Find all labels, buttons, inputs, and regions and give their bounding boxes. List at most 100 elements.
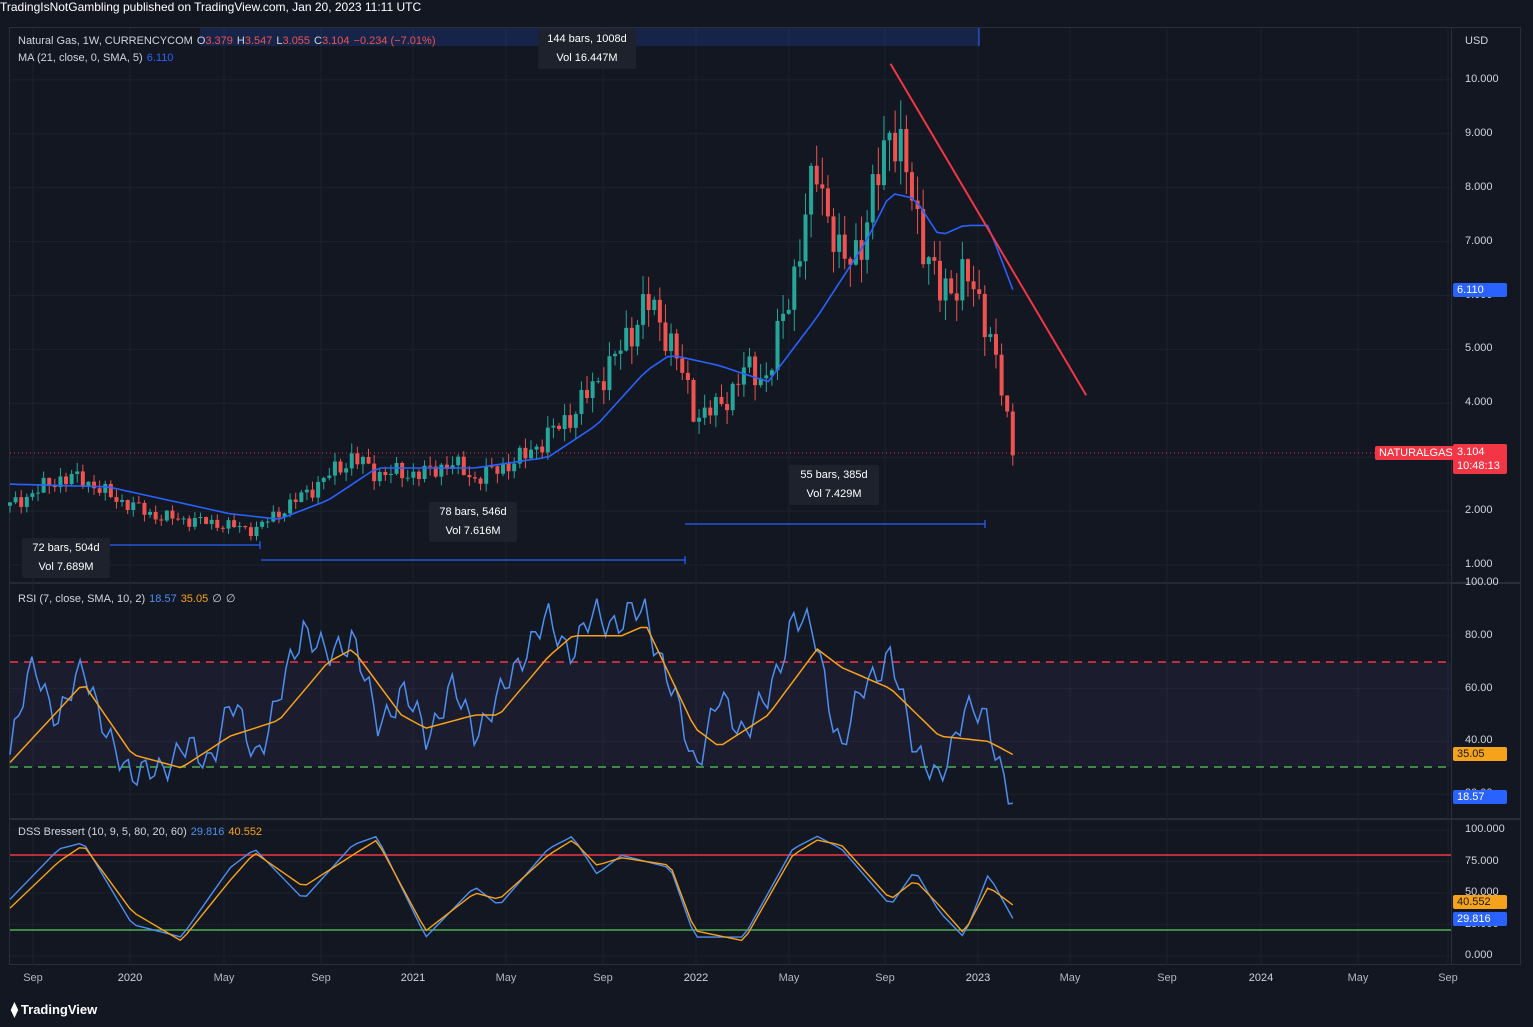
candle [405,469,410,482]
candle [971,265,976,307]
measure-label-3[interactable]: 78 bars, 546d Vol 7.616M [429,502,517,542]
measure-4-vol: Vol 7.429M [806,488,862,500]
candle-body [904,128,909,173]
candle-body [1010,411,1015,456]
candle-body [198,517,203,519]
dss-panel[interactable] [9,819,1521,965]
candle-body [372,463,377,482]
candle-body [248,527,253,537]
candle [92,474,97,495]
measure-label-4[interactable]: 55 bars, 385d Vol 7.429M [789,465,879,505]
candle-body [192,518,197,527]
low-value: 3.055 [282,35,311,47]
tradingview-footer[interactable]: ⧫ TradingView [11,1001,97,1018]
candle [965,258,970,297]
candle-body [853,240,858,265]
measure-1-vol: Vol 16.447M [556,52,618,64]
candle-body [708,407,713,416]
main-legend[interactable]: Natural Gas, 1W, CURRENCYCOM O3.379 H3.547… [18,35,439,47]
close-label: C [314,35,322,47]
candle-body [500,463,505,474]
candle-body [164,510,169,521]
time-axis-label: May [495,972,517,984]
candle-body [831,216,836,252]
price-axis-tick: 5.000 [1465,342,1493,355]
candle [260,519,265,530]
time-axis-label: Sep [875,972,895,984]
candle-body [646,294,651,311]
candle [142,500,147,522]
candle-body [568,415,573,428]
ma-legend[interactable]: MA (21, close, 0, SMA, 5) 6.110 [18,52,177,64]
ma-label[interactable]: MA (21, close, 0, SMA, 5) [18,52,143,64]
rsi-label[interactable]: RSI (7, close, SMA, 10, 2) [18,593,146,605]
candle [489,457,494,469]
candle [685,360,690,394]
candle-body [909,172,914,201]
dss-label[interactable]: DSS Bressert (10, 9, 5, 80, 20, 60) [18,826,187,838]
close-value: 3.104 [322,35,350,47]
candle-body [921,209,926,265]
candle-body [30,493,35,497]
rsi-legend[interactable]: RSI (7, close, SMA, 10, 2) 18.57 35.05 ∅ ∅ [18,592,239,605]
rsi-axis-tick: 100.00 [1465,576,1499,588]
candle-body [512,463,517,472]
rsi-sma-badge: 35.05 [1453,747,1507,761]
candle [114,489,119,509]
rsi-line [9,598,1013,805]
candle-body [86,481,91,486]
candle [148,508,153,518]
time-axis-label: 2024 [1248,972,1274,984]
candle-body [472,477,477,479]
candle [534,444,539,460]
rsi-value: 18.57 [149,593,177,605]
candle [416,469,421,487]
price-axis-separator [1451,27,1452,965]
candle-body [881,140,886,186]
candle [792,259,797,332]
open-value: 3.379 [205,35,233,47]
candle-body [411,471,416,478]
candle [674,328,679,371]
candle [736,373,741,397]
time-axis-label: Sep [23,972,43,984]
rsi-extra-2: ∅ [225,593,236,605]
symbol-title[interactable]: Natural Gas, 1W, CURRENCYCOM [18,35,193,47]
time-axis-label: May [1059,972,1081,984]
candle-body [837,234,842,252]
price-axis-tick: 9.000 [1465,126,1493,139]
candle-body [484,466,489,484]
currency-label[interactable]: USD [1465,35,1489,47]
measure-label-1[interactable]: 144 bars, 1008d Vol 16.447M [538,29,636,69]
candle-body [47,477,52,486]
measure-label-2[interactable]: 72 bars, 504d Vol 7.689M [22,538,110,578]
low-label: L [276,35,283,47]
candle [545,416,550,460]
candle [865,209,870,274]
rsi-extra-1: ∅ [212,593,222,605]
candle-body [685,372,690,381]
candle [607,342,612,401]
dss-legend[interactable]: DSS Bressert (10, 9, 5, 80, 20, 60) 29.81… [18,826,266,838]
trendline[interactable] [889,63,1088,396]
time-axis-label: Sep [1157,972,1177,984]
open-label: O [196,35,206,47]
candle [999,343,1004,406]
candle [713,393,718,428]
candle-body [103,483,108,493]
candle-body [310,489,315,498]
candle-body [960,259,965,301]
candle-body [725,404,730,411]
candle [80,464,85,489]
candle-body [702,407,707,418]
candle [411,463,416,485]
candle-body [237,526,242,528]
candle-body [142,502,147,515]
candle-body [797,261,802,267]
candle [747,347,752,374]
tradingview-logo-icon: ⧫ [11,1001,18,1017]
candle [377,469,382,487]
candle-body [657,299,662,323]
candle-body [517,447,522,464]
